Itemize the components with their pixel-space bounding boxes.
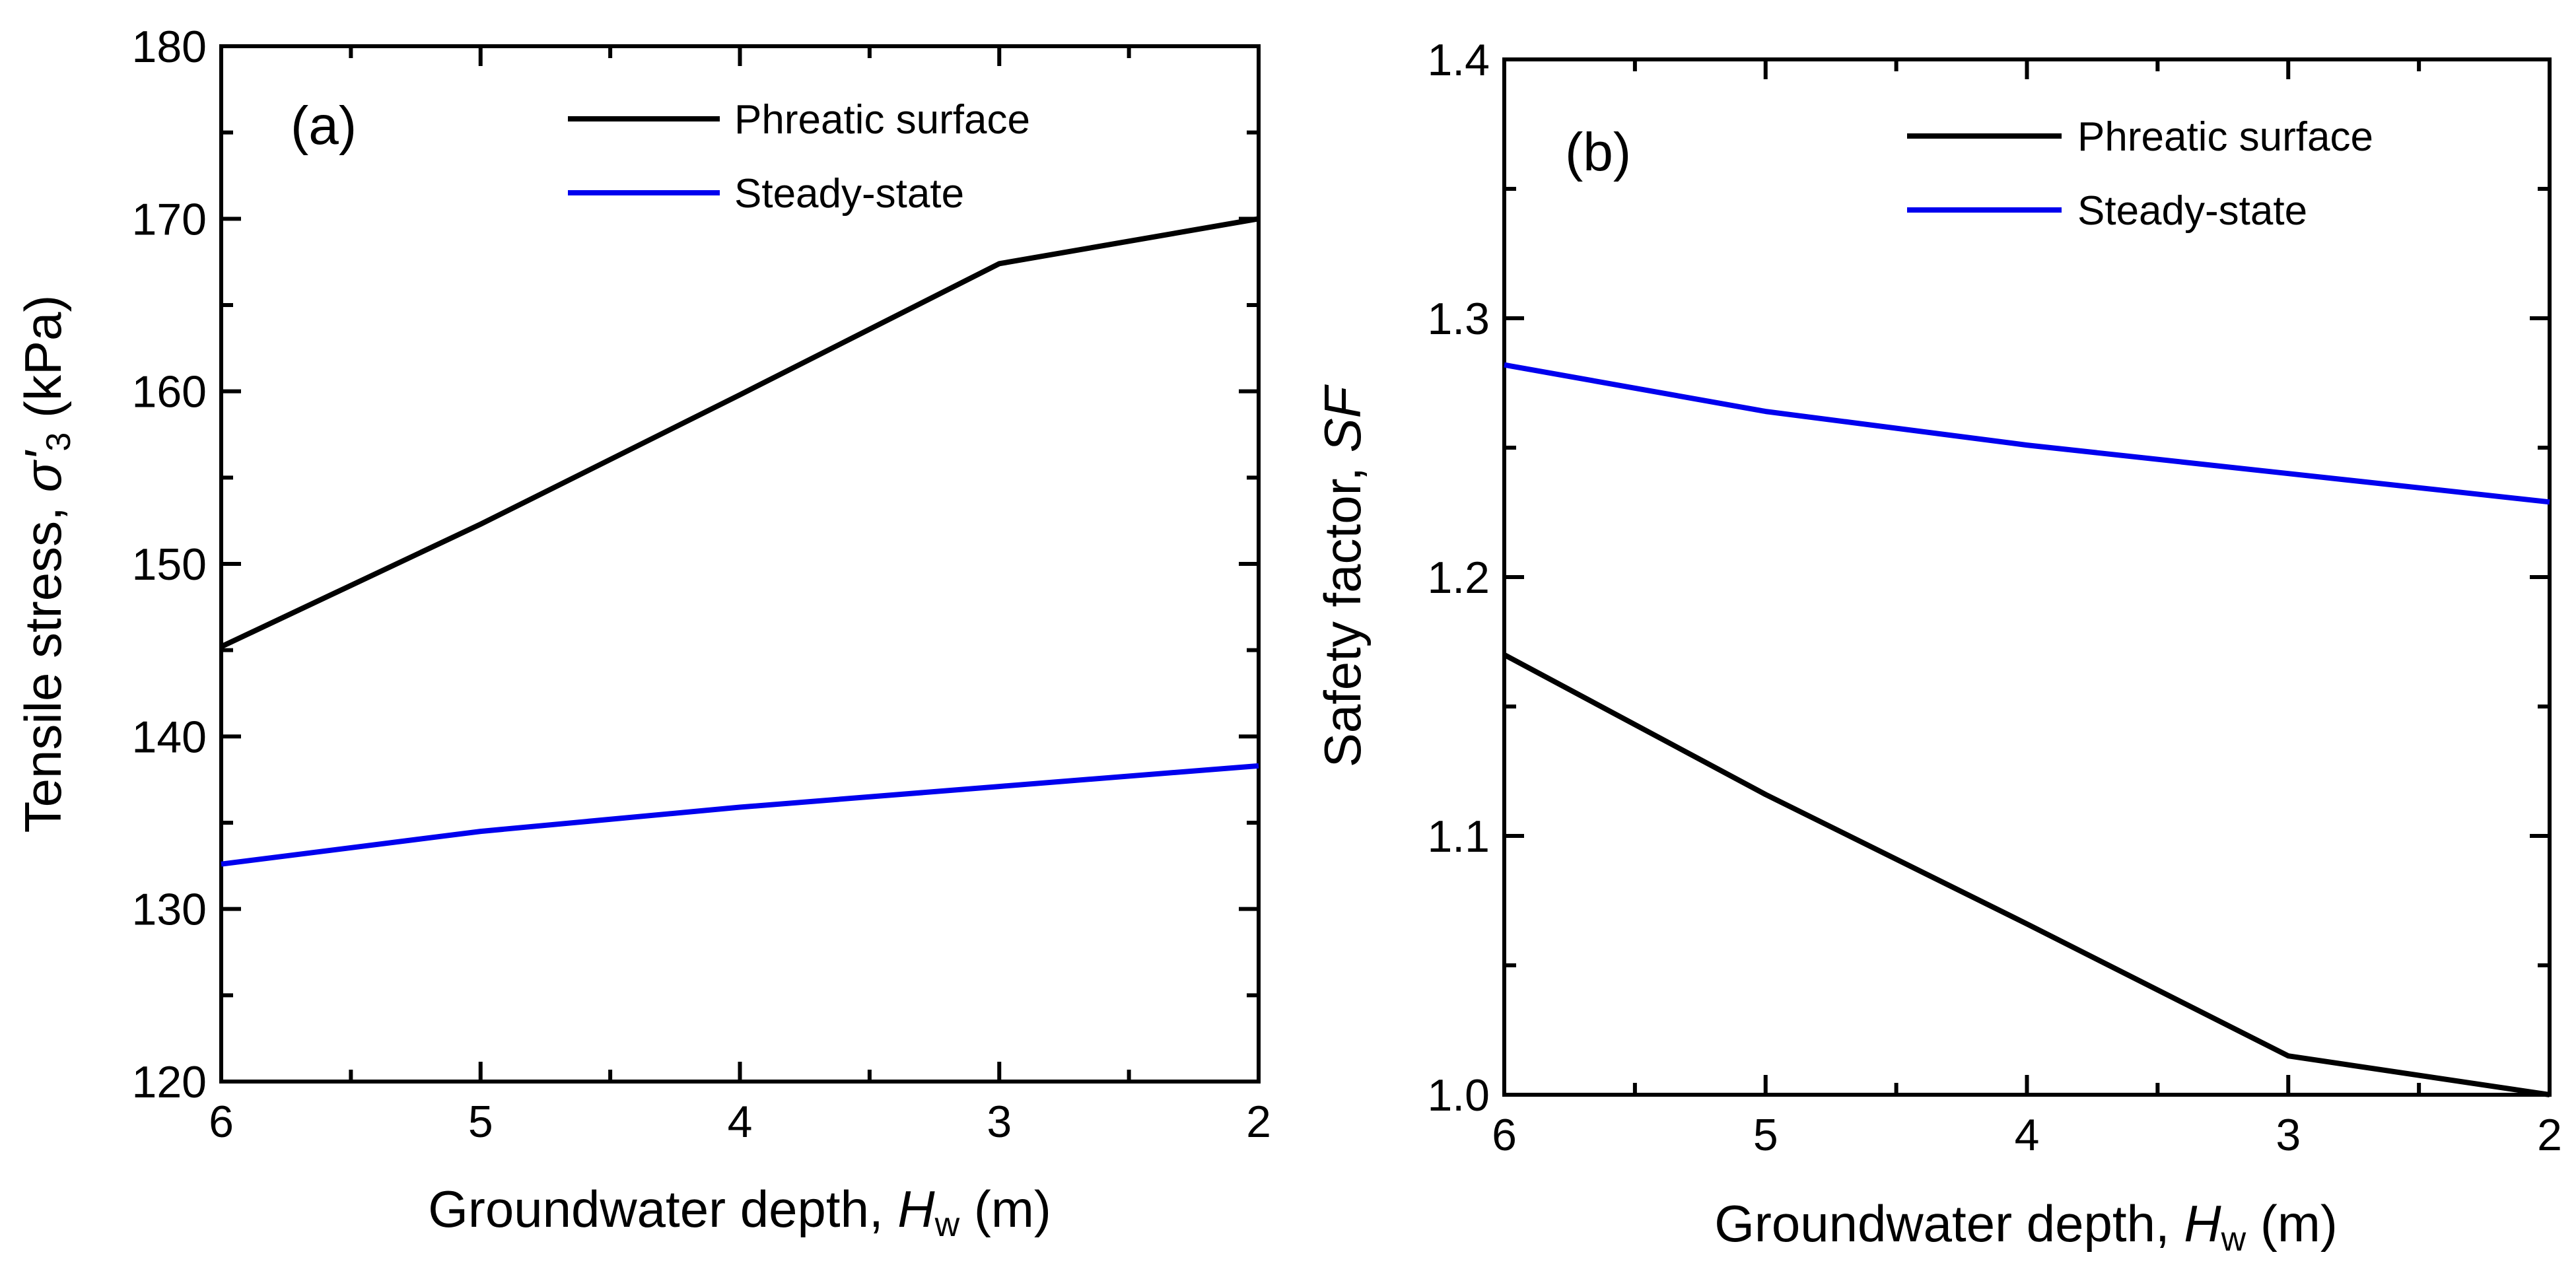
legend-label: Phreatic surface bbox=[2077, 114, 2373, 160]
y-axis-label: Safety factor, SF bbox=[1313, 384, 1372, 767]
y-tick-label: 1.4 bbox=[1427, 35, 1490, 85]
chart-panel-a: 6 5 4 3 2 120 130 140 150 160 170 180 Phreatic surfa… bbox=[14, 22, 1271, 1244]
panel-label: (a) bbox=[291, 96, 357, 156]
data-point bbox=[478, 829, 483, 834]
data-point bbox=[2285, 471, 2291, 476]
legend-label: Phreatic surface bbox=[734, 97, 1030, 143]
data-point bbox=[219, 644, 224, 649]
data-point bbox=[738, 392, 743, 397]
series-line-phreatic-surface bbox=[1503, 652, 2550, 1097]
x-tick-label: 5 bbox=[468, 1097, 493, 1147]
y-axis-label: Tensile stress, σ'3 (kPa) bbox=[14, 295, 78, 833]
legend-label: Steady-state bbox=[2077, 188, 2307, 234]
x-tick-label: 5 bbox=[1753, 1110, 1778, 1160]
data-point bbox=[2547, 1092, 2552, 1097]
x-tick-label: 3 bbox=[987, 1097, 1012, 1147]
series-line-phreatic-surface bbox=[220, 216, 1259, 650]
x-tick-label: 6 bbox=[209, 1097, 234, 1147]
y-tick-label: 170 bbox=[132, 194, 207, 244]
y-tick-label: 1.3 bbox=[1427, 294, 1490, 344]
data-point bbox=[1256, 216, 1261, 221]
data-point bbox=[1502, 652, 1507, 658]
y-tick-label: 1.1 bbox=[1427, 811, 1490, 862]
y-tick-label: 120 bbox=[132, 1057, 207, 1107]
series-line-steady-state bbox=[221, 763, 1259, 867]
data-point bbox=[1256, 763, 1261, 769]
y-tick-label: 140 bbox=[132, 712, 207, 762]
x-axis-label: Groundwater depth, Hw (m) bbox=[1714, 1194, 2338, 1258]
chart-panel-b: 6 5 4 3 2 1.0 1.1 1.2 1.3 1.4 Phreatic surface Stea… bbox=[1313, 35, 2562, 1258]
y-tick-label: 150 bbox=[132, 539, 207, 590]
data-point bbox=[996, 261, 1002, 266]
data-point bbox=[1502, 362, 1507, 368]
data-point bbox=[1763, 409, 1768, 414]
x-tick-label: 4 bbox=[2015, 1110, 2040, 1160]
y-tick-label: 1.0 bbox=[1427, 1070, 1490, 1120]
data-point bbox=[738, 804, 743, 810]
data-point bbox=[219, 862, 224, 867]
x-tick-label: 4 bbox=[728, 1097, 753, 1147]
y-tick-label: 1.2 bbox=[1427, 553, 1490, 603]
x-axis-label: Groundwater depth, Hw (m) bbox=[428, 1180, 1051, 1244]
plot-frame bbox=[1502, 57, 2552, 1097]
panel-label: (b) bbox=[1565, 122, 1631, 182]
y-tick-label: 160 bbox=[132, 367, 207, 417]
data-point bbox=[2025, 921, 2030, 926]
legend-label: Steady-state bbox=[734, 171, 964, 217]
data-point bbox=[1763, 792, 1768, 797]
y-tick-label: 180 bbox=[132, 22, 207, 72]
y-tick-label: 130 bbox=[132, 885, 207, 935]
data-point bbox=[478, 522, 483, 527]
x-tick-label: 6 bbox=[1492, 1110, 1517, 1160]
series-line-steady-state bbox=[1504, 362, 2550, 505]
x-tick-label: 3 bbox=[2276, 1110, 2301, 1160]
data-point bbox=[2025, 442, 2030, 448]
data-point bbox=[2285, 1053, 2291, 1058]
x-tick-label: 2 bbox=[1246, 1097, 1271, 1147]
x-tick-label: 2 bbox=[2537, 1110, 2562, 1160]
data-point bbox=[2547, 499, 2552, 504]
data-point bbox=[996, 784, 1002, 789]
